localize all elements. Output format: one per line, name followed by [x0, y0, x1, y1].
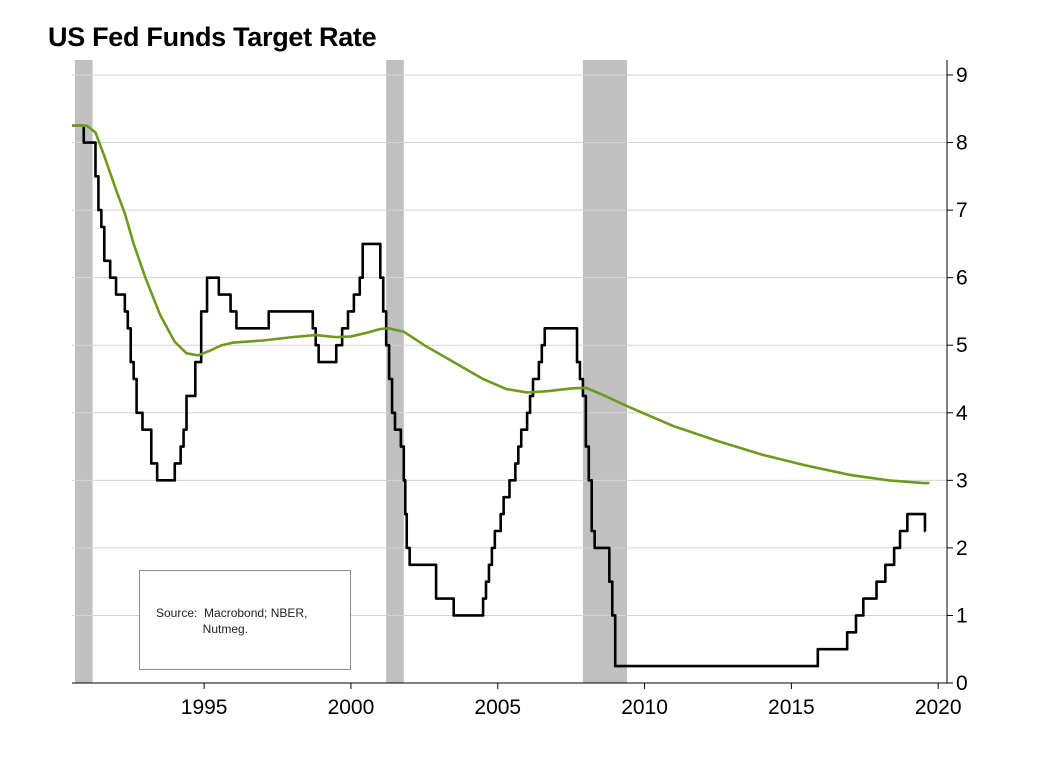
series-line-target-rate — [72, 124, 927, 668]
series-line-trend — [72, 124, 930, 485]
gridlines — [72, 74, 947, 616]
recession-band-3 — [582, 60, 627, 683]
x-tick-label-2015: 2015 — [768, 696, 815, 719]
x-tick-label-1995: 1995 — [181, 696, 228, 719]
y-tick-label-9: 9 — [956, 64, 968, 87]
source-note-box: Source: Macrobond; NBER, Nutmeg. — [139, 570, 351, 670]
y-tick-label-1: 1 — [956, 604, 968, 627]
y-tick-label-0: 0 — [956, 672, 968, 695]
y-tick-label-4: 4 — [956, 402, 968, 425]
y-tick-labels: 0 1 2 3 4 5 6 7 8 9 — [947, 64, 968, 695]
x-tick-label-2000: 2000 — [328, 696, 375, 719]
y-tick-label-2: 2 — [956, 537, 968, 560]
x-tick-label-2010: 2010 — [621, 696, 668, 719]
chart-title: US Fed Funds Target Rate — [48, 22, 377, 52]
y-tick-label-6: 6 — [956, 267, 968, 290]
x-tick-label-2005: 2005 — [474, 696, 521, 719]
x-tick-label-2020: 2020 — [915, 696, 962, 719]
y-tick-label-5: 5 — [956, 334, 968, 357]
y-tick-label-7: 7 — [956, 199, 968, 222]
source-note: Source: Macrobond; NBER, Nutmeg. — [156, 606, 308, 636]
axes — [72, 60, 948, 684]
y-tick-label-3: 3 — [956, 469, 968, 492]
recession-bands — [74, 60, 627, 683]
x-tick-labels: 1995 2000 2005 2010 2015 2020 — [181, 683, 962, 719]
series-lines — [72, 124, 930, 668]
y-tick-label-8: 8 — [956, 132, 968, 155]
recession-band-1 — [74, 60, 93, 683]
recession-band-2 — [386, 60, 404, 683]
